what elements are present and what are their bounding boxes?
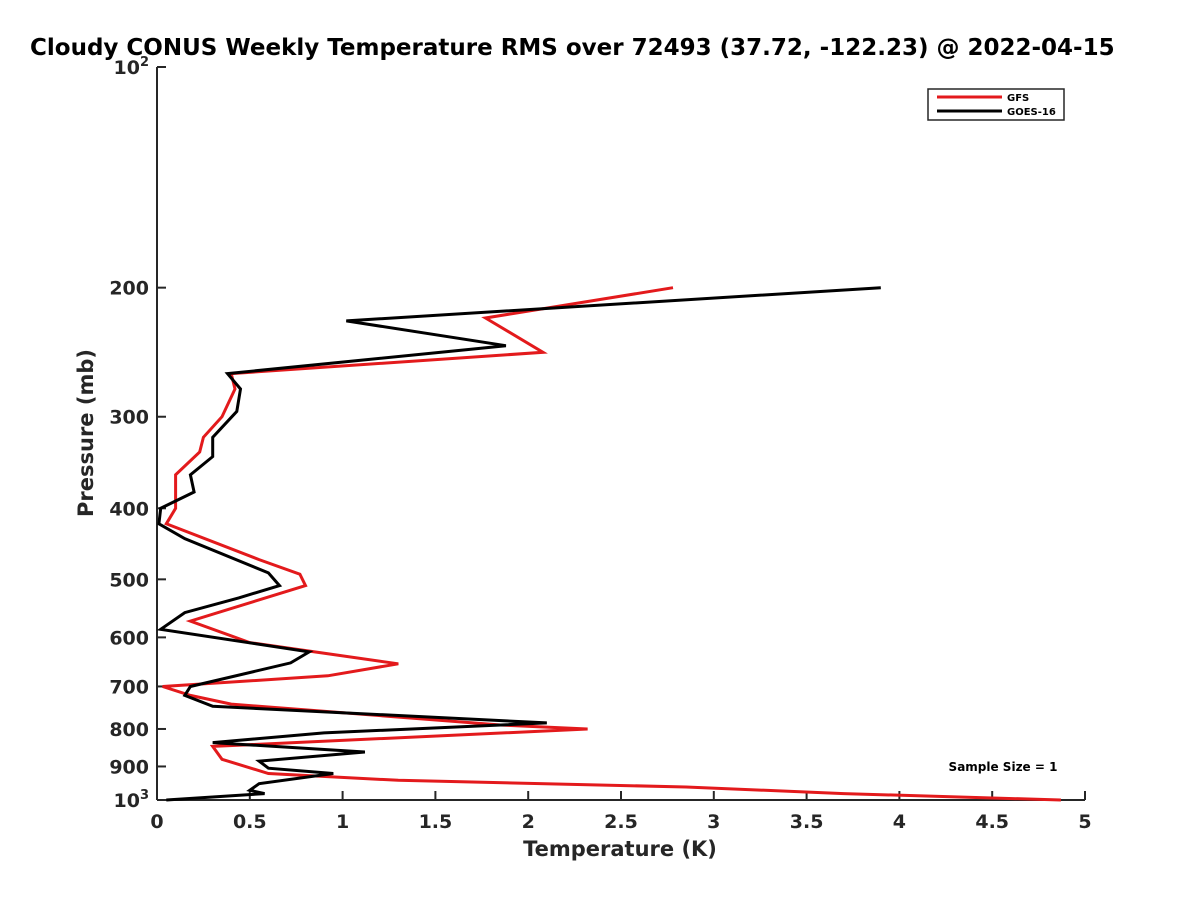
y-tick-label: 800 — [109, 719, 149, 741]
x-tick-label: 5 — [1078, 811, 1091, 833]
y-tick-label: 400 — [109, 498, 149, 520]
sample-size-annotation: Sample Size = 1 — [949, 760, 1058, 774]
legend-label: GOES-16 — [1007, 107, 1056, 118]
y-tick-label: 103 — [114, 788, 150, 812]
x-tick-label: 4.5 — [975, 811, 1009, 833]
x-tick-label: 0.5 — [233, 811, 267, 833]
series-line-gfs — [162, 286, 1061, 802]
series-group — [156, 286, 1061, 802]
y-tick-label: 300 — [109, 407, 149, 429]
y-tick-label: 102 — [114, 55, 150, 79]
x-tick-label: 0 — [150, 811, 163, 833]
legend-box — [927, 88, 1065, 121]
y-tick-label: 200 — [109, 278, 149, 300]
x-tick-label: 4 — [893, 811, 906, 833]
x-axis-label: Temperature (K) — [523, 837, 717, 861]
x-tick-label: 1.5 — [419, 811, 453, 833]
axes: 0 0.5 1 1.5 2 2.5 3 3.5 4 4.5 5 102 200 300 400 500 600 7… — [109, 55, 1091, 833]
y-tick-label: 600 — [109, 627, 149, 649]
y-tick-label: 700 — [109, 676, 149, 698]
legend: GFS GOES-16 — [927, 88, 1065, 121]
y-axis-label: Pressure (mb) — [74, 349, 98, 517]
legend-label: GFS — [1007, 93, 1029, 104]
chart-title: Cloudy CONUS Weekly Temperature RMS over… — [30, 35, 1115, 61]
y-tick-label: 500 — [109, 569, 149, 591]
y-tick-label: 900 — [109, 756, 149, 778]
x-tick-label: 3 — [707, 811, 720, 833]
x-tick-label: 1 — [336, 811, 349, 833]
x-tick-label: 2 — [522, 811, 535, 833]
x-tick-label: 2.5 — [604, 811, 638, 833]
x-tick-label: 3.5 — [790, 811, 824, 833]
series-line-goes-16 — [156, 286, 881, 802]
